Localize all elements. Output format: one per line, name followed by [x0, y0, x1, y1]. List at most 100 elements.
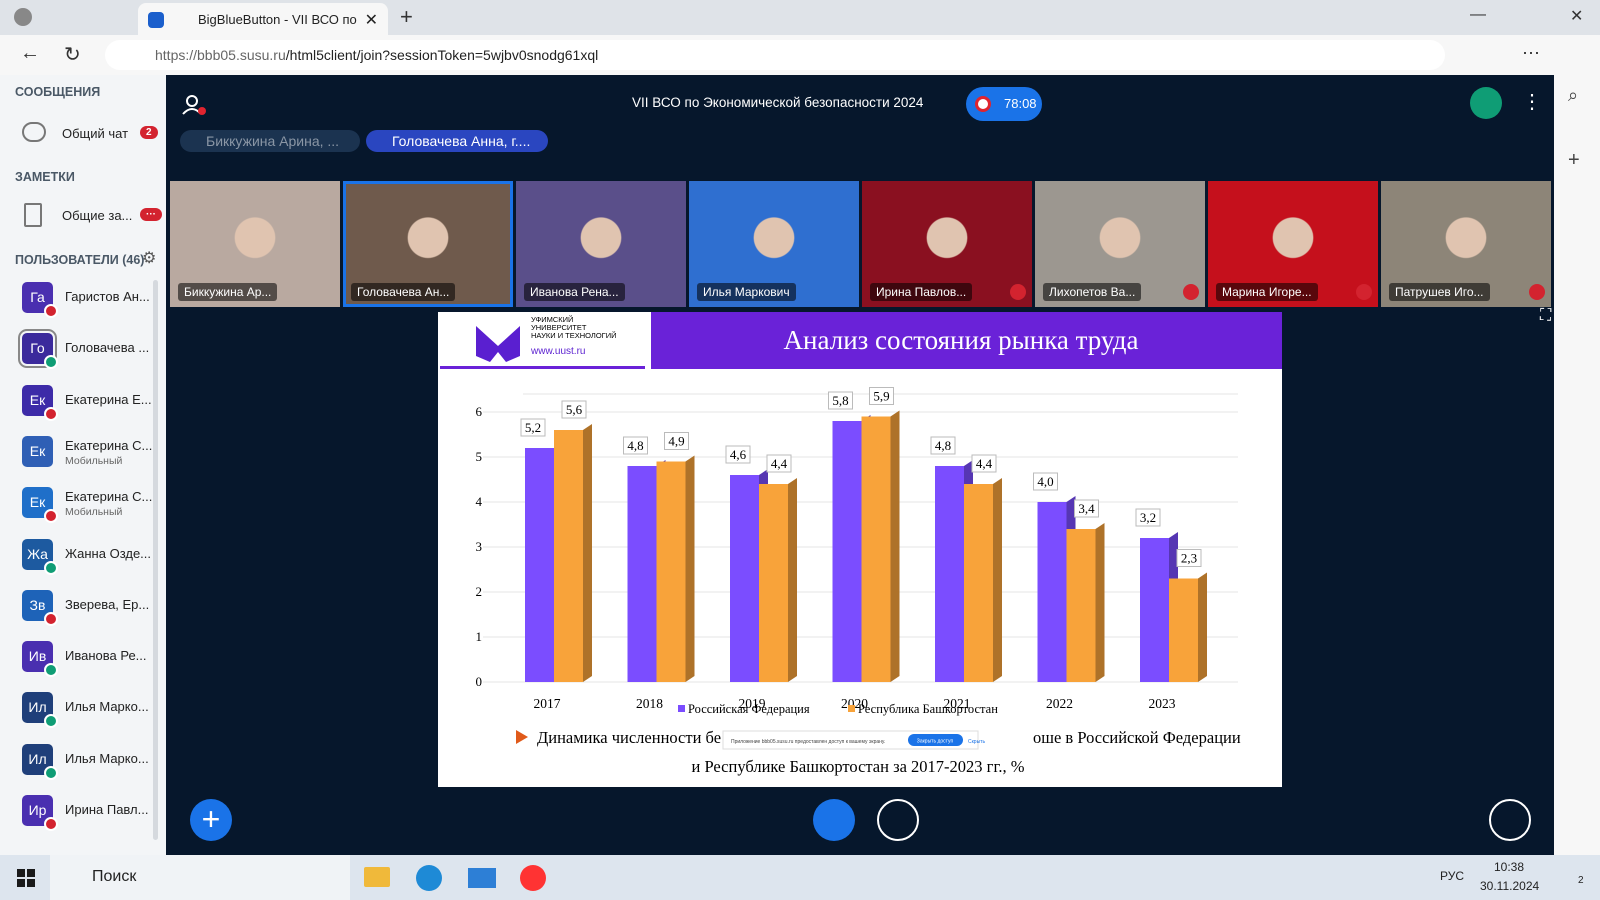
add-icon[interactable]: + — [1568, 149, 1580, 171]
public-chat[interactable]: Общий чат — [62, 126, 129, 141]
users-settings[interactable]: ⚙ — [142, 250, 157, 267]
url-field[interactable]: https://bbb05.susu.ru/html5client/join?s… — [105, 40, 1445, 70]
edge-icon[interactable] — [416, 865, 442, 891]
caption: оше в Российской Федерации — [1033, 728, 1241, 747]
connection-status[interactable] — [1470, 87, 1502, 119]
new-tab[interactable]: + — [400, 4, 413, 29]
value-label: 5,9 — [873, 389, 889, 404]
clock-time[interactable]: 10:38 — [1494, 860, 1525, 874]
video-tile[interactable]: Илья Маркович — [689, 181, 859, 307]
value-label: 4,8 — [627, 438, 643, 453]
actions-button[interactable]: + — [190, 799, 232, 841]
user-avatar: Ек — [22, 435, 53, 467]
video-tile[interactable]: Биккужина Ар... — [170, 181, 340, 307]
video-tile[interactable]: Ирина Павлов... — [862, 181, 1032, 307]
video-tile[interactable]: Марина Игоре... — [1208, 181, 1378, 307]
y-tick-label: 0 — [476, 674, 483, 689]
menu-button[interactable]: ⋯ — [1522, 43, 1540, 63]
user-row[interactable]: Жа Жанна Озде... — [0, 538, 160, 589]
audio-button[interactable] — [813, 799, 855, 841]
video-tile[interactable]: Лихопетов Ва... — [1035, 181, 1205, 307]
x-tick-label: 2023 — [1149, 696, 1176, 711]
value-label-box — [520, 418, 546, 437]
tab-strip: BigBlueButton - VII ВСО по ✕ + — ✕ — [0, 0, 1600, 35]
options-menu[interactable]: ⋮ — [1522, 91, 1542, 113]
users-heading: ПОЛЬЗОВАТЕЛИ (46) — [15, 253, 145, 267]
share-stop-button[interactable] — [908, 734, 963, 746]
shared-notes[interactable]: Общие за... — [62, 208, 133, 223]
video-tile[interactable]: Иванова Рена... — [516, 181, 686, 307]
value-label-box — [561, 400, 587, 419]
user-avatar: Го — [18, 329, 57, 369]
back-button[interactable]: ← — [20, 42, 40, 64]
talker-badge: Головачева Анна, г.... — [366, 130, 548, 152]
value-label-box — [828, 391, 853, 410]
yandex-icon[interactable] — [520, 865, 546, 891]
legend-swatch — [848, 705, 855, 712]
tab-close[interactable]: ✕ — [364, 12, 378, 29]
bar — [525, 448, 554, 682]
clock-date[interactable]: 30.11.2024 — [1480, 879, 1540, 893]
mail-icon[interactable] — [468, 868, 496, 888]
address-bar: ← ↻ https://bbb05.susu.ru/html5client/jo… — [0, 35, 1600, 75]
user-row[interactable]: Ив Иванова Ре... — [0, 641, 160, 691]
x-tick-label: 2019 — [739, 696, 766, 711]
minimize[interactable]: — — [1470, 6, 1486, 23]
user-status — [44, 714, 58, 729]
user-row[interactable]: Ир Ирина Павл... — [0, 795, 160, 845]
notification-count[interactable]: 2 — [1578, 875, 1584, 886]
logo-underline — [440, 366, 645, 369]
value-label: 4,6 — [730, 447, 747, 462]
user-name: Илья Марко... — [65, 750, 149, 766]
tile-name: Илья Маркович — [697, 283, 796, 301]
user-row[interactable]: Ек Екатерина Е... — [0, 384, 160, 435]
video-tile[interactable]: Головачева Ан... — [343, 181, 513, 307]
scrollbar — [153, 280, 158, 840]
raise-hand-button[interactable] — [1489, 799, 1531, 841]
user-name: Жанна Озде... — [65, 545, 152, 561]
user-name: Екатерина Е... — [65, 391, 152, 407]
tile-name: Иванова Рена... — [524, 283, 625, 301]
reload-button[interactable]: ↻ — [64, 44, 81, 66]
value-label-box — [1033, 472, 1058, 491]
muted-icon — [1529, 284, 1545, 300]
bar — [554, 430, 583, 682]
camera-button[interactable] — [877, 799, 919, 841]
close-window[interactable]: ✕ — [1570, 8, 1584, 25]
fullscreen-presentation[interactable]: ⛶ — [1540, 307, 1552, 324]
user-row[interactable]: Ил Илья Марко... — [0, 743, 160, 794]
search-icon[interactable]: ⌕ — [1568, 85, 1579, 105]
y-tick-label: 2 — [476, 584, 483, 599]
notes-badge: ··· — [140, 208, 162, 221]
start-button[interactable] — [17, 869, 35, 887]
sidebar: СООБЩЕНИЯ Общий чат 2 ЗАМЕТКИ Общие за..… — [0, 75, 166, 855]
value-label: 4,0 — [1037, 474, 1053, 489]
user-name: Ирина Павл... — [65, 802, 149, 817]
user-row[interactable]: Ек Екатерина С... Мобильный — [0, 435, 160, 486]
browser-tab[interactable]: BigBlueButton - VII ВСО по ✕ — [138, 3, 388, 35]
tile-name: Биккужина Ар... — [178, 283, 278, 301]
notes-icon — [24, 203, 42, 227]
language[interactable]: РУС — [1440, 869, 1465, 883]
legend-label: Республика Башкортостан — [858, 702, 998, 716]
explorer-icon[interactable] — [364, 867, 390, 887]
user-row[interactable]: Ил Илья Марко... — [0, 692, 160, 742]
value-label: 2,3 — [1181, 551, 1197, 566]
search-box[interactable]: Поиск — [50, 855, 350, 900]
user-row[interactable]: Го Головачева ... — [0, 329, 160, 383]
value-label-box — [725, 445, 751, 464]
slide-title: Анализ состояния рынка труда — [784, 325, 1139, 355]
user-row[interactable]: Ек Екатерина С... Мобильный — [0, 487, 160, 537]
recording-indicator[interactable]: 78:08 — [966, 87, 1042, 121]
video-tile[interactable]: Патрушев Иго... — [1381, 181, 1551, 307]
user-row[interactable]: Га Гаристов Ан... — [0, 282, 160, 332]
taskbar: Поиск РУС 10:38 30.11.2024 2 — [0, 855, 1600, 900]
bar — [832, 421, 862, 682]
profile-icon[interactable] — [14, 8, 32, 26]
logo — [476, 326, 520, 362]
share-hide-link[interactable]: Скрыть — [968, 739, 985, 745]
users-toggle[interactable] — [180, 93, 208, 117]
bar — [861, 416, 891, 682]
user-row[interactable]: Зв Зверева, Ер... — [0, 589, 160, 640]
